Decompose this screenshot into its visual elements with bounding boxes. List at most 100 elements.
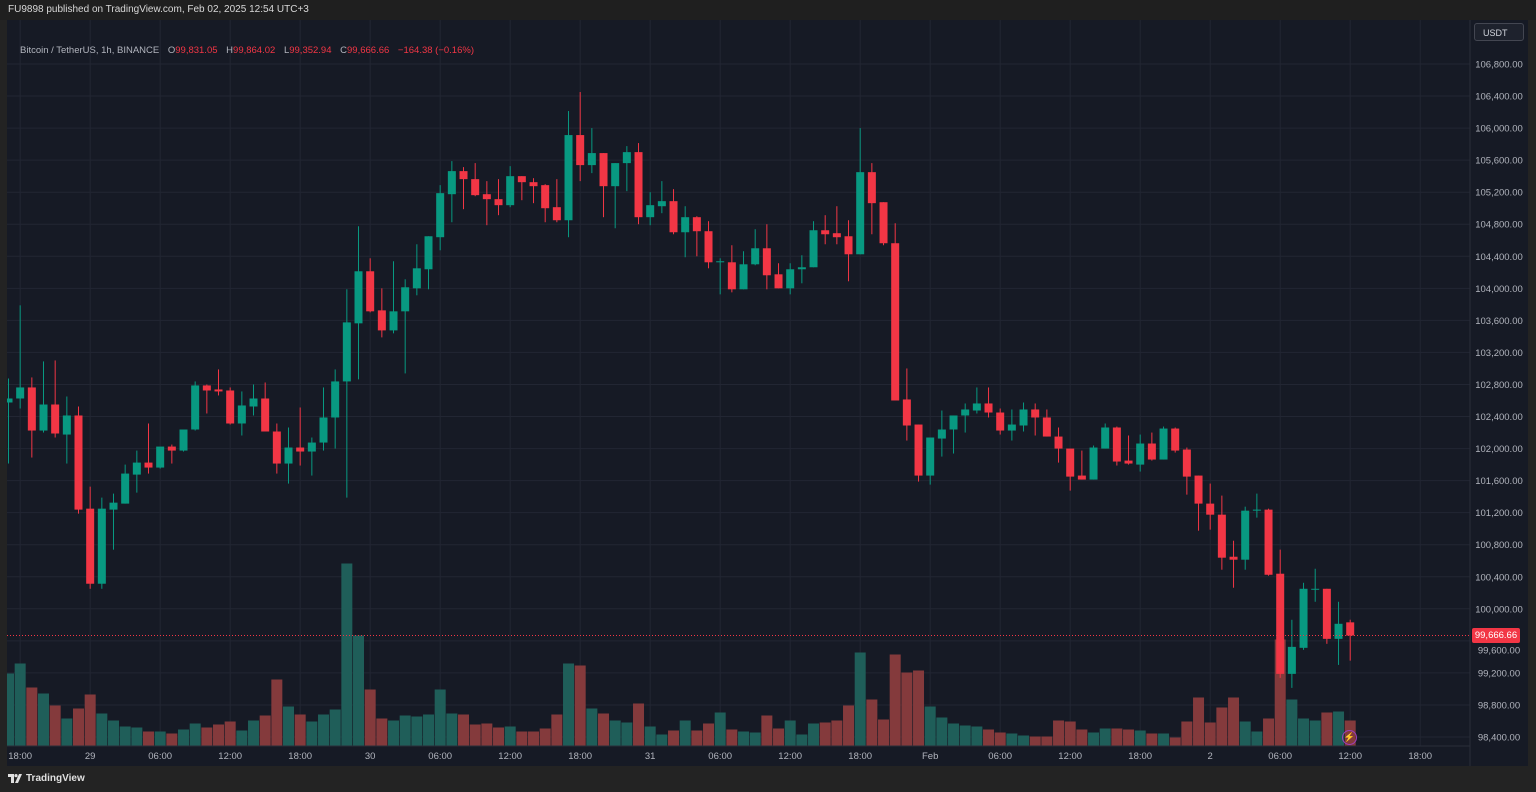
candle-body[interactable]	[447, 171, 456, 195]
candle-body[interactable]	[832, 233, 841, 238]
candle-body[interactable]	[366, 271, 375, 312]
candle-body[interactable]	[296, 447, 305, 452]
candle-body[interactable]	[716, 261, 725, 263]
candle-body[interactable]	[1077, 475, 1086, 480]
candle-body[interactable]	[1194, 475, 1203, 504]
candle-body[interactable]	[1311, 588, 1320, 590]
candle-body[interactable]	[436, 193, 445, 238]
candle-body[interactable]	[191, 385, 200, 430]
candle-body[interactable]	[226, 390, 235, 424]
candle-body[interactable]	[109, 502, 118, 510]
candle-body[interactable]	[564, 135, 573, 221]
candle-body[interactable]	[494, 199, 503, 206]
candle-body[interactable]	[7, 398, 13, 403]
candle-body[interactable]	[354, 271, 363, 324]
candle-body[interactable]	[1217, 514, 1226, 558]
candle-body[interactable]	[692, 217, 701, 232]
candle-body[interactable]	[634, 152, 643, 218]
candle-body[interactable]	[16, 387, 25, 399]
candle-body[interactable]	[996, 412, 1005, 431]
candle-body[interactable]	[797, 267, 806, 270]
candle-body[interactable]	[844, 236, 853, 255]
candle-body[interactable]	[1101, 427, 1110, 449]
candle-body[interactable]	[86, 508, 95, 584]
candle-body[interactable]	[961, 409, 970, 416]
candle-body[interactable]	[937, 429, 946, 439]
currency-button[interactable]: USDT	[1474, 23, 1524, 41]
candle-body[interactable]	[261, 398, 270, 432]
candle-body[interactable]	[1264, 509, 1273, 575]
candle-body[interactable]	[1136, 443, 1145, 465]
candlestick-chart[interactable]: 98,400.00 98,800.00 99,200.00 99,600.00 100,…	[7, 20, 1528, 766]
candle-body[interactable]	[249, 398, 258, 407]
candle-body[interactable]	[762, 248, 771, 276]
candle-body[interactable]	[389, 311, 398, 331]
candle-body[interactable]	[891, 243, 900, 401]
candle-body[interactable]	[1054, 436, 1063, 449]
candle-body[interactable]	[284, 447, 293, 464]
candle-body[interactable]	[1159, 428, 1168, 460]
candle-body[interactable]	[879, 202, 888, 244]
candle-body[interactable]	[611, 163, 620, 187]
candle-body[interactable]	[739, 264, 748, 290]
candle-body[interactable]	[1299, 588, 1308, 648]
candle-body[interactable]	[482, 194, 491, 200]
candle-body[interactable]	[657, 201, 666, 207]
candle-body[interactable]	[1042, 417, 1051, 437]
candle-body[interactable]	[471, 179, 480, 196]
candle-body[interactable]	[576, 135, 585, 166]
candle-body[interactable]	[914, 424, 923, 476]
candle-body[interactable]	[179, 429, 188, 451]
candle-body[interactable]	[39, 404, 48, 431]
candle-body[interactable]	[121, 473, 130, 504]
candle-body[interactable]	[856, 172, 865, 255]
candle-body[interactable]	[74, 415, 83, 510]
candle-body[interactable]	[401, 287, 410, 312]
candle-body[interactable]	[786, 269, 795, 289]
candle-body[interactable]	[949, 415, 958, 430]
candle-body[interactable]	[926, 437, 935, 476]
candle-body[interactable]	[1019, 409, 1028, 426]
candle-body[interactable]	[1322, 588, 1331, 639]
candle-body[interactable]	[1241, 510, 1250, 560]
candle-body[interactable]	[1031, 409, 1040, 418]
candle-body[interactable]	[541, 185, 550, 209]
candle-body[interactable]	[1089, 447, 1098, 480]
candle-body[interactable]	[144, 462, 153, 468]
candle-body[interactable]	[599, 153, 608, 187]
candle-body[interactable]	[319, 417, 328, 443]
candle-body[interactable]	[97, 508, 106, 584]
candle-body[interactable]	[342, 322, 351, 382]
candle-body[interactable]	[237, 405, 246, 424]
candle-body[interactable]	[646, 205, 655, 218]
candle-body[interactable]	[307, 442, 316, 452]
candle-body[interactable]	[156, 446, 165, 468]
candle-body[interactable]	[62, 415, 71, 435]
candle-body[interactable]	[424, 236, 433, 270]
candle-body[interactable]	[167, 446, 176, 451]
candle-body[interactable]	[214, 389, 223, 392]
candle-body[interactable]	[377, 310, 386, 331]
candle-body[interactable]	[27, 387, 36, 431]
candle-body[interactable]	[331, 381, 340, 418]
candle-body[interactable]	[1229, 556, 1238, 560]
candle-body[interactable]	[774, 274, 783, 289]
candle-body[interactable]	[1276, 573, 1285, 674]
lightning-icon[interactable]: ⚡	[1342, 730, 1357, 745]
candle-body[interactable]	[1252, 509, 1261, 511]
candle-body[interactable]	[412, 268, 421, 289]
candle-body[interactable]	[132, 462, 141, 475]
candle-body[interactable]	[1346, 622, 1355, 636]
candle-body[interactable]	[681, 217, 690, 233]
symbol-title[interactable]: Bitcoin / TetherUS, 1h, BINANCE	[20, 45, 160, 56]
candle-body[interactable]	[669, 201, 678, 233]
candle-body[interactable]	[867, 172, 876, 204]
candle-body[interactable]	[984, 403, 993, 413]
candle-body[interactable]	[587, 153, 596, 166]
candle-body[interactable]	[1112, 427, 1121, 462]
candle-body[interactable]	[552, 207, 561, 221]
candle-body[interactable]	[972, 403, 981, 411]
candle-body[interactable]	[51, 404, 60, 434]
candle-body[interactable]	[529, 182, 538, 187]
candle-body[interactable]	[202, 385, 211, 391]
